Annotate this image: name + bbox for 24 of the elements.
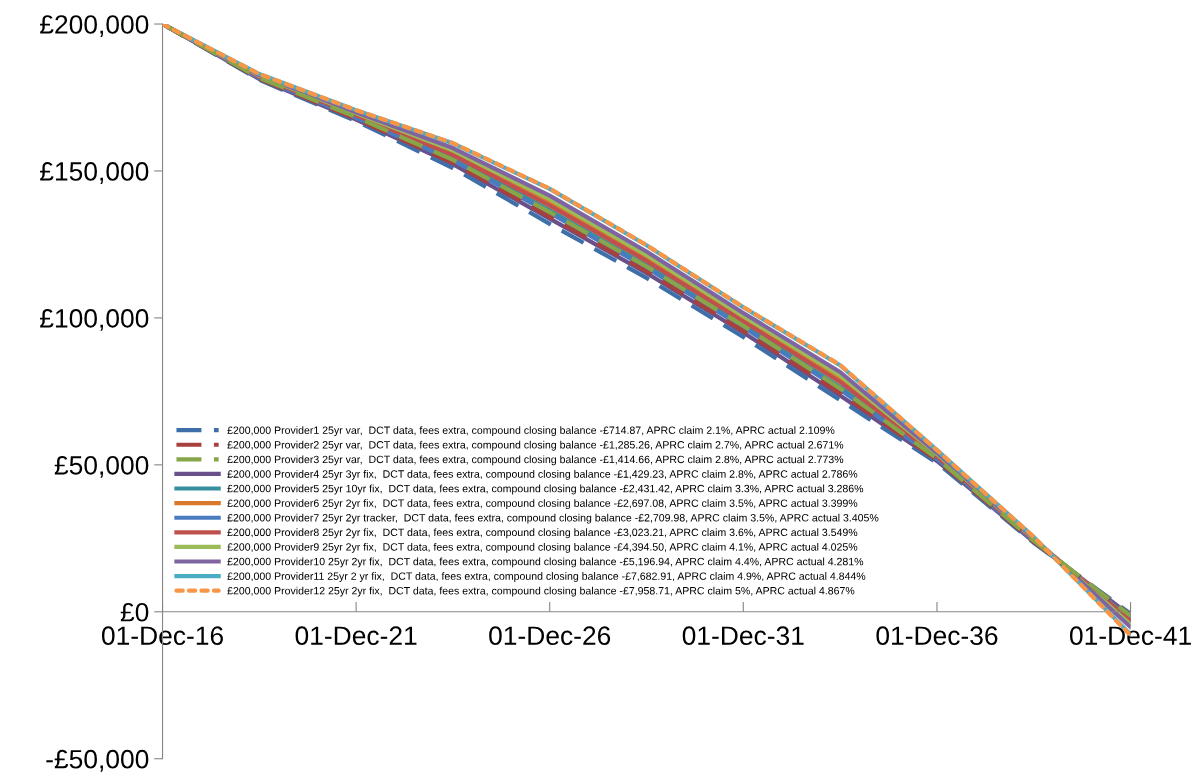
x-tick-label: 01-Dec-31 <box>682 626 804 646</box>
y-tick-label: £100,000 <box>40 309 149 331</box>
legend-label: £200,000 Provider10 25yr 2yr fix, DCT data, fees extra, compound closing balance -£5,196.94, APRC claim 4.4%, APRC actual 4.281% <box>227 557 864 568</box>
legend-label: £200,000 Provider3 25yr var, DCT data, fees extra, compound closing balance -£1,414.66, APRC claim 2.8%, APRC actual 2.773% <box>227 455 844 466</box>
y-tick-label: £150,000 <box>40 162 149 184</box>
legend-label: £200,000 Provider8 25yr 2yr fix, DCT data, fees extra, compound closing balance -£3,023.21, APRC claim 3.6%, APRC actual 3.549% <box>227 528 858 539</box>
legend-label: £200,000 Provider7 25yr 2yr tracker, DCT data, fees extra, compound closing balance -£2,709.98, APRC claim 3.5%, APRC actual 3.405% <box>227 513 879 524</box>
legend-label: £200,000 Provider1 25yr var, DCT data, fees extra, compound closing balance -£714.87, APRC claim 2.1%, APRC actual 2.109% <box>227 426 835 437</box>
x-tick-label: 01-Dec-41 <box>1069 626 1191 646</box>
legend-label: £200,000 Provider9 25yr 2yr fix, DCT data, fees extra, compound closing balance -£4,394.50, APRC claim 4.1%, APRC actual 4.025% <box>227 542 858 553</box>
legend-label: £200,000 Provider4 25yr 3yr fix, DCT data, fees extra, compound closing balance -£1,429.23, APRC claim 2.8%, APRC actual 2.786% <box>227 469 858 480</box>
legend-label: £200,000 Provider12 25yr 2yr fix, DCT data, fees extra, compound closing balance -£7,958.71, APRC claim 5%, APRC actual 4.867% <box>227 586 855 597</box>
legend-label: £200,000 Provider2 25yr var, DCT data, fees extra, compound closing balance -£1,285.26, APRC claim 2.7%, APRC actual 2.671% <box>227 440 844 451</box>
legend-label: £200,000 Provider5 25yr 10yr fix, DCT data, fees extra, compound closing balance -£2,431.42, APRC claim 3.3%, APRC actual 3.286% <box>227 484 864 495</box>
legend-label: £200,000 Provider6 25yr 2yr fix, DCT data, fees extra, compound closing balance -£2,697.08, APRC claim 3.5%, APRC actual 3.399% <box>227 499 858 509</box>
x-tick-label: 01-Dec-16 <box>101 626 223 646</box>
legend-label: £200,000 Provider11 25yr 2 yr fix, DCT data, fees extra, compound closing balance -£7,682.91, APRC claim 4.9%, APRC actual 4.844% <box>227 572 866 582</box>
x-tick-label: 01-Dec-26 <box>489 626 611 646</box>
y-tick-label: £200,000 <box>40 15 149 37</box>
y-tick-label: -£50,000 <box>46 749 149 772</box>
x-tick-label: 01-Dec-36 <box>876 626 998 646</box>
y-tick-label: £50,000 <box>54 455 149 478</box>
x-tick-label: 01-Dec-21 <box>295 626 417 646</box>
y-tick-label: £0 <box>120 602 149 622</box>
